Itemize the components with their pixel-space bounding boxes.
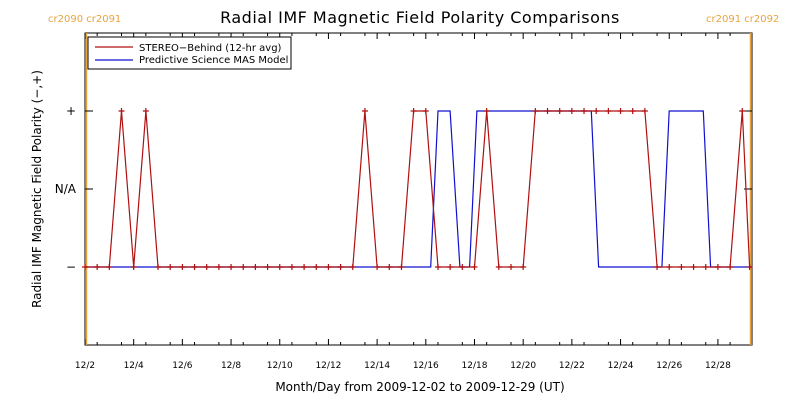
x-tick-label: 12/24	[608, 361, 634, 371]
stereo-behind-point	[422, 108, 429, 114]
stereo-behind-point	[471, 264, 478, 270]
x-axis-ticks: 12/2 12/4 12/6 12/8 12/10 12/12 12/14 12/16 12/1…	[75, 33, 731, 371]
stereo-behind-point	[337, 264, 344, 270]
x-tick-label: 12/14	[364, 361, 390, 371]
stereo-behind-point	[483, 108, 490, 114]
x-tick-label: 12/6	[172, 361, 192, 371]
x-tick-label: 12/8	[221, 361, 241, 371]
stereo-behind-point	[252, 264, 259, 270]
stereo-behind-point	[690, 264, 697, 270]
plot-frame	[84, 32, 753, 346]
x-tick-label: 12/20	[510, 361, 536, 371]
stereo-behind-point	[739, 108, 746, 114]
stereo-behind-point	[544, 108, 551, 114]
stereo-behind-point	[495, 264, 502, 270]
x-tick-label: 12/26	[656, 361, 682, 371]
stereo-behind-point	[191, 264, 198, 270]
stereo-behind-point	[641, 108, 648, 114]
x-tick-label: 12/10	[267, 361, 293, 371]
stereo-behind-point	[666, 264, 673, 270]
stereo-behind-point	[301, 264, 308, 270]
stereo-behind-point	[593, 108, 600, 114]
stereo-behind-point	[288, 264, 295, 270]
legend-box	[87, 36, 292, 70]
y-tick-label: +	[66, 104, 76, 118]
carrington-rotation-labels: cr2090 cr2091 cr2091 cr2092	[48, 14, 779, 25]
x-tick-label: 12/4	[124, 361, 144, 371]
stereo-behind-point	[447, 264, 454, 270]
stereo-behind-point	[459, 264, 466, 270]
stereo-behind-point	[556, 108, 563, 114]
stereo-behind-point	[106, 264, 113, 270]
legend-model-label: Predictive Science MAS Model	[139, 55, 288, 66]
stereo-behind-point	[179, 264, 186, 270]
carrington-label: cr2091 cr2092	[706, 14, 779, 25]
stereo-behind-point	[130, 264, 137, 270]
stereo-behind-point	[142, 108, 149, 114]
legend: STEREO−Behind (12-hr avg) Predictive Sci…	[87, 36, 292, 70]
stereo-behind-point	[702, 264, 709, 270]
stereo-behind-point	[605, 108, 612, 114]
stereo-behind-point	[276, 264, 283, 270]
stereo-behind-point	[714, 264, 721, 270]
x-axis-label: Month/Day from 2009-12-02 to 2009-12-29 …	[275, 380, 564, 394]
stereo-behind-point	[167, 264, 174, 270]
stereo-behind-point	[520, 264, 527, 270]
stereo-behind-point	[654, 264, 661, 270]
stereo-behind-point	[532, 108, 539, 114]
x-tick-label: 12/18	[462, 361, 488, 371]
stereo-behind-point	[349, 264, 356, 270]
stereo-behind-point	[228, 264, 235, 270]
stereo-behind-point	[410, 108, 417, 114]
y-tick-label: −	[66, 260, 76, 274]
stereo-behind-point	[118, 108, 125, 114]
stereo-behind-point	[361, 108, 368, 114]
stereo-behind-point	[678, 264, 685, 270]
stereo-behind-point	[617, 108, 624, 114]
x-tick-label: 12/2	[75, 361, 95, 371]
stereo-behind-point	[398, 264, 405, 270]
stereo-behind-point	[325, 264, 332, 270]
mas-model-line	[85, 110, 752, 268]
stereo-behind-point	[568, 108, 575, 114]
stereo-behind-point	[386, 264, 393, 270]
stereo-behind-point	[264, 264, 271, 270]
stereo-behind-point	[629, 108, 636, 114]
x-tick-label: 12/22	[559, 361, 585, 371]
stereo-behind-point	[94, 264, 101, 270]
stereo-behind-point	[508, 264, 515, 270]
stereo-behind-point	[203, 264, 210, 270]
carrington-label: cr2090 cr2091	[48, 14, 121, 25]
stereo-behind-point	[374, 264, 381, 270]
stereo-behind-point	[215, 264, 222, 270]
x-tick-label: 12/12	[315, 361, 341, 371]
x-tick-label: 12/28	[705, 361, 731, 371]
stereo-behind-point	[581, 108, 588, 114]
x-tick-label: 12/16	[413, 361, 439, 371]
y-tick-label: N/A	[55, 182, 77, 196]
stereo-behind-point	[746, 264, 753, 270]
y-axis-label: Radial IMF Magnetic Field Polarity (−,+)	[30, 70, 44, 308]
stereo-behind-point	[82, 264, 88, 270]
series-layer	[82, 108, 753, 270]
legend-stereo-label: STEREO−Behind (12-hr avg)	[139, 43, 282, 54]
stereo-behind-point	[240, 264, 247, 270]
stereo-behind-point	[313, 264, 320, 270]
chart-title: Radial IMF Magnetic Field Polarity Compa…	[220, 8, 620, 27]
stereo-behind-point	[434, 264, 441, 270]
stereo-behind-line	[85, 110, 751, 268]
stereo-behind-point	[727, 264, 734, 270]
stereo-behind-point	[155, 264, 162, 270]
